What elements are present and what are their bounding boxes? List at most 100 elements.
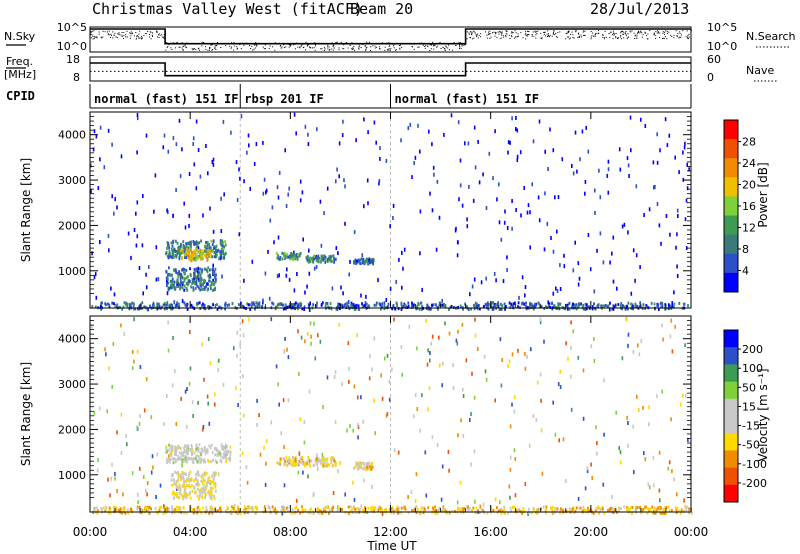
range-gate-cell xyxy=(676,264,678,269)
range-gate-cell xyxy=(297,329,299,334)
range-gate-cell xyxy=(217,367,219,372)
nsearch-point xyxy=(476,33,478,35)
range-gate-cell xyxy=(467,141,470,146)
range-gate-cell xyxy=(527,203,530,208)
range-gate-cell xyxy=(381,511,384,516)
range-gate-cell xyxy=(215,249,217,252)
range-gate-cell xyxy=(325,258,327,262)
range-gate-cell xyxy=(277,382,279,387)
nsearch-point xyxy=(131,33,133,35)
nsearch-point xyxy=(149,36,151,38)
range-gate-cell xyxy=(165,252,167,256)
range-gate-cell xyxy=(116,303,119,307)
range-gate-cell xyxy=(480,280,483,285)
range-gate-cell xyxy=(467,308,470,311)
nsearch-point xyxy=(520,32,522,34)
nsearch-point xyxy=(510,35,512,37)
range-gate-cell xyxy=(660,511,663,515)
nsearch-point xyxy=(431,44,433,46)
range-gate-cell xyxy=(638,352,641,357)
range-gate-cell xyxy=(189,257,192,261)
range-gate-cell xyxy=(513,448,516,453)
nsearch-point xyxy=(285,46,287,48)
nsearch-point xyxy=(156,31,157,33)
colorbar-tick-label: 100 xyxy=(742,362,763,375)
range-gate-cell xyxy=(132,304,135,308)
range-gate-cell xyxy=(285,455,288,459)
nsearch-point xyxy=(368,41,370,43)
range-gate-cell xyxy=(290,254,292,258)
range-gate-cell xyxy=(170,454,173,458)
range-gate-cell xyxy=(400,345,403,350)
range-gate-cell xyxy=(220,229,223,233)
range-gate-cell xyxy=(193,274,195,278)
range-gate-cell xyxy=(262,191,265,196)
range-gate-cell xyxy=(183,279,186,283)
range-gate-cell xyxy=(415,511,418,515)
range-gate-cell xyxy=(217,358,220,363)
nsearch-point xyxy=(364,45,366,47)
range-gate-cell xyxy=(459,480,462,485)
range-gate-cell xyxy=(514,301,516,305)
range-gate-cell xyxy=(318,509,321,513)
nsearch-point xyxy=(679,33,681,34)
range-gate-cell xyxy=(366,302,368,306)
range-gate-cell xyxy=(192,457,194,461)
range-gate-cell xyxy=(510,509,513,513)
nsearch-point xyxy=(615,37,617,39)
range-gate-cell xyxy=(150,507,152,511)
range-gate-cell xyxy=(168,253,170,257)
range-gate-cell xyxy=(584,486,587,491)
range-gate-cell xyxy=(269,218,272,223)
range-gate-cell xyxy=(272,302,275,306)
range-gate-cell xyxy=(207,479,209,483)
nsearch-point xyxy=(502,34,504,36)
range-gate-cell xyxy=(235,386,237,391)
range-gate-cell xyxy=(333,258,336,262)
range-gate-cell xyxy=(110,286,112,291)
colorbar-swatch xyxy=(724,120,738,140)
range-gate-cell xyxy=(334,462,337,465)
range-gate-cell xyxy=(412,304,415,308)
range-gate-cell xyxy=(130,255,132,260)
power-heatmap xyxy=(90,112,690,312)
range-gate-cell xyxy=(686,505,688,509)
range-gate-cell xyxy=(191,254,194,258)
nsearch-point xyxy=(336,41,338,43)
range-gate-cell xyxy=(500,507,503,511)
range-gate-cell xyxy=(201,427,204,432)
range-gate-cell xyxy=(171,483,173,487)
range-gate-cell xyxy=(92,147,95,152)
range-gate-cell xyxy=(184,225,187,230)
range-gate-cell xyxy=(618,147,621,152)
range-gate-cell xyxy=(443,304,445,308)
range-gate-cell xyxy=(240,114,243,119)
range-gate-cell xyxy=(229,458,231,462)
nsearch-point xyxy=(310,47,312,49)
range-gate-cell xyxy=(615,410,617,415)
range-gate-cell xyxy=(237,505,240,509)
nsearch-point xyxy=(249,45,251,47)
nsearch-point xyxy=(638,32,640,34)
range-gate-cell xyxy=(356,333,358,338)
range-gate-cell xyxy=(484,369,487,374)
nsearch-point xyxy=(580,36,582,38)
x-tick-label: 08:00 xyxy=(273,525,308,539)
range-gate-cell xyxy=(301,307,304,311)
range-gate-cell xyxy=(325,458,328,462)
nsearch-point xyxy=(459,45,460,47)
nsearch-point xyxy=(102,30,104,32)
range-gate-cell xyxy=(174,449,176,453)
range-gate-cell xyxy=(559,302,562,306)
range-gate-cell xyxy=(198,457,201,461)
range-gate-cell xyxy=(199,267,202,271)
range-gate-cell xyxy=(308,389,311,394)
nsearch-point xyxy=(505,33,507,35)
range-gate-cell xyxy=(166,284,168,288)
range-gate-cell xyxy=(627,421,629,425)
nsearch-point xyxy=(395,49,397,50)
range-gate-cell xyxy=(454,509,456,513)
range-gate-cell xyxy=(185,511,188,515)
range-gate-cell xyxy=(168,457,171,461)
range-gate-cell xyxy=(369,465,371,469)
